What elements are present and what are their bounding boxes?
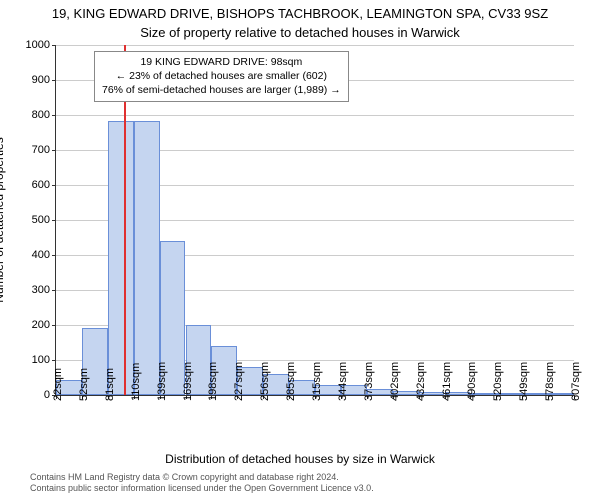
y-tick-label: 300 (32, 284, 56, 296)
y-tick-label: 900 (32, 74, 56, 86)
plot-area: 0100200300400500600700800900100022sqm52s… (55, 45, 574, 396)
x-tick-label: 578sqm (544, 362, 556, 401)
x-tick-label: 198sqm (207, 362, 219, 401)
y-tick-label: 700 (32, 144, 56, 156)
y-tick-label: 1000 (26, 39, 56, 51)
y-tick-label: 500 (32, 214, 56, 226)
x-tick-label: 227sqm (233, 362, 245, 401)
x-tick-label: 520sqm (492, 362, 504, 401)
x-tick-label: 256sqm (259, 362, 271, 401)
x-tick-label: 402sqm (389, 362, 401, 401)
annotation-line3: 76% of semi-detached houses are larger (… (102, 83, 341, 97)
x-tick-label: 52sqm (78, 368, 90, 401)
attribution-line1: Contains HM Land Registry data © Crown c… (30, 472, 374, 483)
x-tick-label: 139sqm (156, 362, 168, 401)
attribution-line2: Contains public sector information licen… (30, 483, 374, 494)
x-tick-label: 81sqm (104, 368, 116, 401)
y-tick-label: 100 (32, 354, 56, 366)
x-tick-label: 285sqm (285, 362, 297, 401)
annotation-line2: ← 23% of detached houses are smaller (60… (102, 69, 341, 83)
annotation-box: 19 KING EDWARD DRIVE: 98sqm ← 23% of det… (94, 51, 349, 102)
x-tick-label: 110sqm (130, 363, 142, 401)
grid-line (56, 115, 574, 116)
attribution: Contains HM Land Registry data © Crown c… (30, 472, 374, 495)
y-tick-label: 400 (32, 249, 56, 261)
x-axis-label: Distribution of detached houses by size … (0, 452, 600, 466)
x-tick-label: 373sqm (363, 362, 375, 401)
x-tick-label: 315sqm (311, 362, 323, 401)
chart-container: 19, KING EDWARD DRIVE, BISHOPS TACHBROOK… (0, 0, 600, 500)
x-tick-label: 490sqm (466, 362, 478, 401)
x-tick-label: 344sqm (337, 362, 349, 401)
x-tick-label: 169sqm (182, 362, 194, 401)
x-tick-label: 22sqm (52, 368, 64, 401)
x-tick-label: 607sqm (570, 362, 582, 401)
x-tick-label: 549sqm (518, 362, 530, 401)
annotation-line1: 19 KING EDWARD DRIVE: 98sqm (102, 55, 341, 69)
y-axis-label: Number of detached properties (0, 137, 6, 302)
x-tick-label: 461sqm (441, 362, 453, 401)
y-tick-label: 600 (32, 179, 56, 191)
subtitle: Size of property relative to detached ho… (0, 23, 600, 40)
address-title: 19, KING EDWARD DRIVE, BISHOPS TACHBROOK… (0, 0, 600, 23)
histogram-bar (108, 121, 134, 395)
histogram-bar (134, 121, 160, 395)
y-tick-label: 800 (32, 109, 56, 121)
x-tick-label: 432sqm (415, 362, 427, 401)
y-tick-label: 200 (32, 319, 56, 331)
grid-line (56, 45, 574, 46)
